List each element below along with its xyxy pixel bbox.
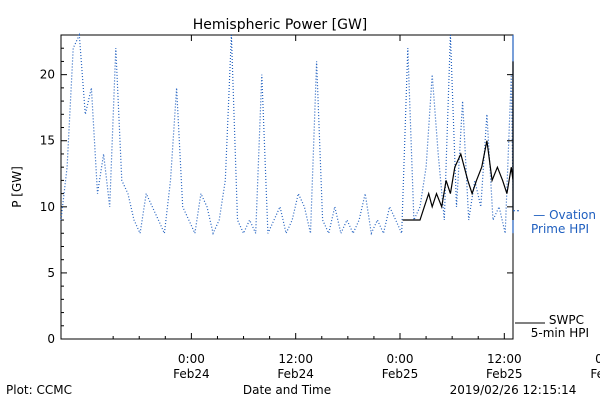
x-tick-time: 0:00 — [387, 352, 414, 366]
y-tick-label: 5 — [47, 266, 55, 280]
x-tick-time: 0:00 — [178, 352, 205, 366]
x-tick-date: Feb24 — [277, 367, 314, 381]
x-tick-date: Feb25 — [382, 367, 419, 381]
footer-plot-credit: Plot: CCMC — [6, 383, 72, 397]
y-tick-label: 10 — [40, 200, 55, 214]
legend-label-swpc-line1: SWPC — [549, 313, 584, 327]
x-tick-time: 12:00 — [487, 352, 522, 366]
y-axis-label: P [GW] — [10, 166, 24, 208]
x-axis-label: Date and Time — [243, 383, 331, 397]
legend-label-ovation-line2: Prime HPI — [531, 222, 589, 236]
chart-title: Hemispheric Power [GW] — [193, 17, 368, 33]
y-tick-label: 15 — [40, 134, 55, 148]
x-tick-date: Feb25 — [486, 367, 523, 381]
footer-timestamp: 2019/02/26 12:15:14 — [450, 383, 577, 397]
series-line-ovation-prime — [60, 32, 514, 236]
series-line-swpc — [402, 61, 514, 221]
legend-label-swpc-line2: 5-min HPI — [531, 326, 589, 340]
series-layer — [60, 32, 514, 236]
legend-label-ovation-line1: — Ovation — [533, 208, 596, 222]
x-tick-time: 0:00 — [595, 352, 600, 366]
x-tick-time: 12:00 — [278, 352, 313, 366]
y-axis: 0 5 10 15 20 — [40, 34, 513, 346]
x-tick-date: Feb26 — [590, 367, 600, 381]
x-axis: 0:00Feb2412:00Feb240:00Feb2512:00Feb250:… — [60, 35, 600, 381]
y-tick-label: 0 — [47, 332, 55, 346]
x-tick-date: Feb24 — [173, 367, 210, 381]
y-tick-label: 20 — [40, 68, 55, 82]
